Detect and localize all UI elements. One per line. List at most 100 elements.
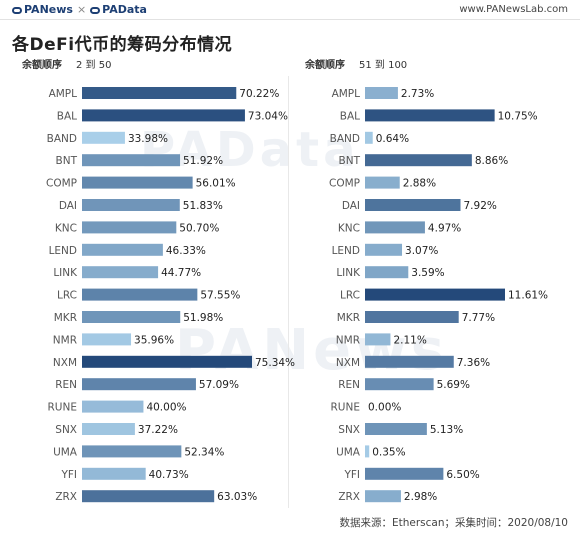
- bar: [365, 490, 401, 503]
- value-label: 5.13%: [430, 424, 463, 436]
- value-label: 37.22%: [138, 424, 178, 436]
- bar: [82, 176, 193, 189]
- category-label: UMA: [336, 446, 361, 458]
- value-label: 33.98%: [128, 133, 168, 145]
- category-label: NMR: [336, 334, 360, 346]
- right-panel-title: 余额顺序: [305, 60, 345, 71]
- value-label: 11.61%: [508, 290, 548, 302]
- bar: [82, 311, 181, 323]
- value-label: 7.36%: [457, 357, 490, 369]
- bar: [82, 131, 125, 144]
- category-label: MKR: [337, 312, 360, 324]
- value-label: 35.96%: [134, 334, 174, 346]
- category-label: YFI: [60, 469, 77, 481]
- bar: [82, 467, 146, 480]
- category-label: KNC: [55, 222, 77, 234]
- panews-logo-icon: [12, 7, 22, 14]
- bar: [82, 109, 245, 122]
- value-label: 7.77%: [462, 312, 495, 324]
- value-label: 51.98%: [183, 312, 223, 324]
- bar: [82, 154, 181, 167]
- value-label: 6.50%: [446, 469, 479, 481]
- left-panel-title: 余额顺序: [22, 60, 62, 71]
- bar: [365, 355, 454, 368]
- value-label: 50.70%: [179, 222, 219, 234]
- value-label: 4.97%: [428, 222, 461, 234]
- bar: [365, 109, 495, 122]
- category-label: RUNE: [48, 402, 77, 414]
- value-label: 10.75%: [498, 110, 538, 122]
- bar: [82, 333, 132, 346]
- right-panel-range: 51 到 100: [359, 60, 408, 71]
- category-label: SNX: [55, 424, 77, 436]
- bar: [82, 221, 177, 234]
- bar: [82, 266, 159, 279]
- value-label: 51.92%: [183, 155, 223, 167]
- value-label: 2.11%: [393, 334, 426, 346]
- left-panel-range: 2 到 50: [76, 60, 112, 71]
- category-label: ZRX: [55, 491, 77, 503]
- category-label: COMP: [329, 178, 360, 190]
- value-label: 46.33%: [166, 245, 206, 257]
- value-label: 44.77%: [161, 267, 201, 279]
- category-label: REN: [55, 379, 77, 391]
- brand-panews: PANews: [24, 3, 73, 16]
- value-label: 7.92%: [464, 200, 497, 212]
- category-label: BAND: [47, 133, 77, 145]
- value-label: 2.88%: [403, 178, 436, 190]
- header-bar: PANews × PAData www.PANewsLab.com: [0, 0, 580, 20]
- bar: [82, 288, 198, 301]
- category-label: MKR: [54, 312, 77, 324]
- watermark-bottom: PANews: [175, 318, 449, 383]
- bar: [82, 423, 135, 435]
- bar: [365, 288, 505, 301]
- bar: [365, 333, 391, 346]
- category-label: LEND: [49, 245, 77, 257]
- value-label: 5.69%: [437, 379, 470, 391]
- category-label: LRC: [57, 290, 77, 302]
- bar: [82, 87, 237, 99]
- category-label: REN: [338, 379, 360, 391]
- chart-title: 各DeFi代币的筹码分布情况: [12, 35, 233, 55]
- category-label: ZRX: [338, 491, 360, 503]
- value-label: 0.00%: [368, 402, 401, 414]
- category-label: NMR: [53, 334, 77, 346]
- category-label: BAL: [57, 110, 77, 122]
- value-label: 8.86%: [475, 155, 508, 167]
- category-label: DAI: [342, 200, 360, 212]
- value-label: 52.34%: [184, 446, 224, 458]
- value-label: 51.83%: [183, 200, 223, 212]
- brand-separator: ×: [76, 3, 87, 16]
- value-label: 2.73%: [401, 88, 434, 100]
- value-label: 40.73%: [149, 469, 189, 481]
- bar: [82, 378, 196, 391]
- bar: [82, 355, 252, 368]
- category-label: COMP: [46, 178, 77, 190]
- bar: [365, 266, 409, 279]
- bar: [365, 467, 444, 480]
- bar: [365, 445, 370, 458]
- category-label: NXM: [336, 357, 360, 369]
- value-label: 3.59%: [411, 267, 444, 279]
- category-label: UMA: [53, 446, 78, 458]
- value-label: 75.34%: [255, 357, 295, 369]
- category-label: LRC: [340, 290, 360, 302]
- right-panel-header: 余额顺序 51 到 100: [305, 56, 407, 71]
- category-label: AMPL: [332, 88, 361, 100]
- category-label: BNT: [339, 155, 361, 167]
- category-label: LINK: [336, 267, 361, 279]
- brand-logo: PANews × PAData: [12, 3, 147, 16]
- value-label: 0.35%: [372, 446, 405, 458]
- bar: [82, 400, 144, 413]
- value-label: 2.98%: [404, 491, 437, 503]
- left-panel-header: 余额顺序 2 到 50: [22, 56, 111, 71]
- bar: [365, 199, 461, 211]
- category-label: KNC: [338, 222, 360, 234]
- category-label: SNX: [338, 424, 360, 436]
- value-label: 70.22%: [239, 88, 279, 100]
- value-label: 0.64%: [376, 133, 409, 145]
- category-label: YFI: [343, 469, 360, 481]
- category-label: NXM: [53, 357, 77, 369]
- category-label: LEND: [332, 245, 360, 257]
- bar: [365, 87, 398, 99]
